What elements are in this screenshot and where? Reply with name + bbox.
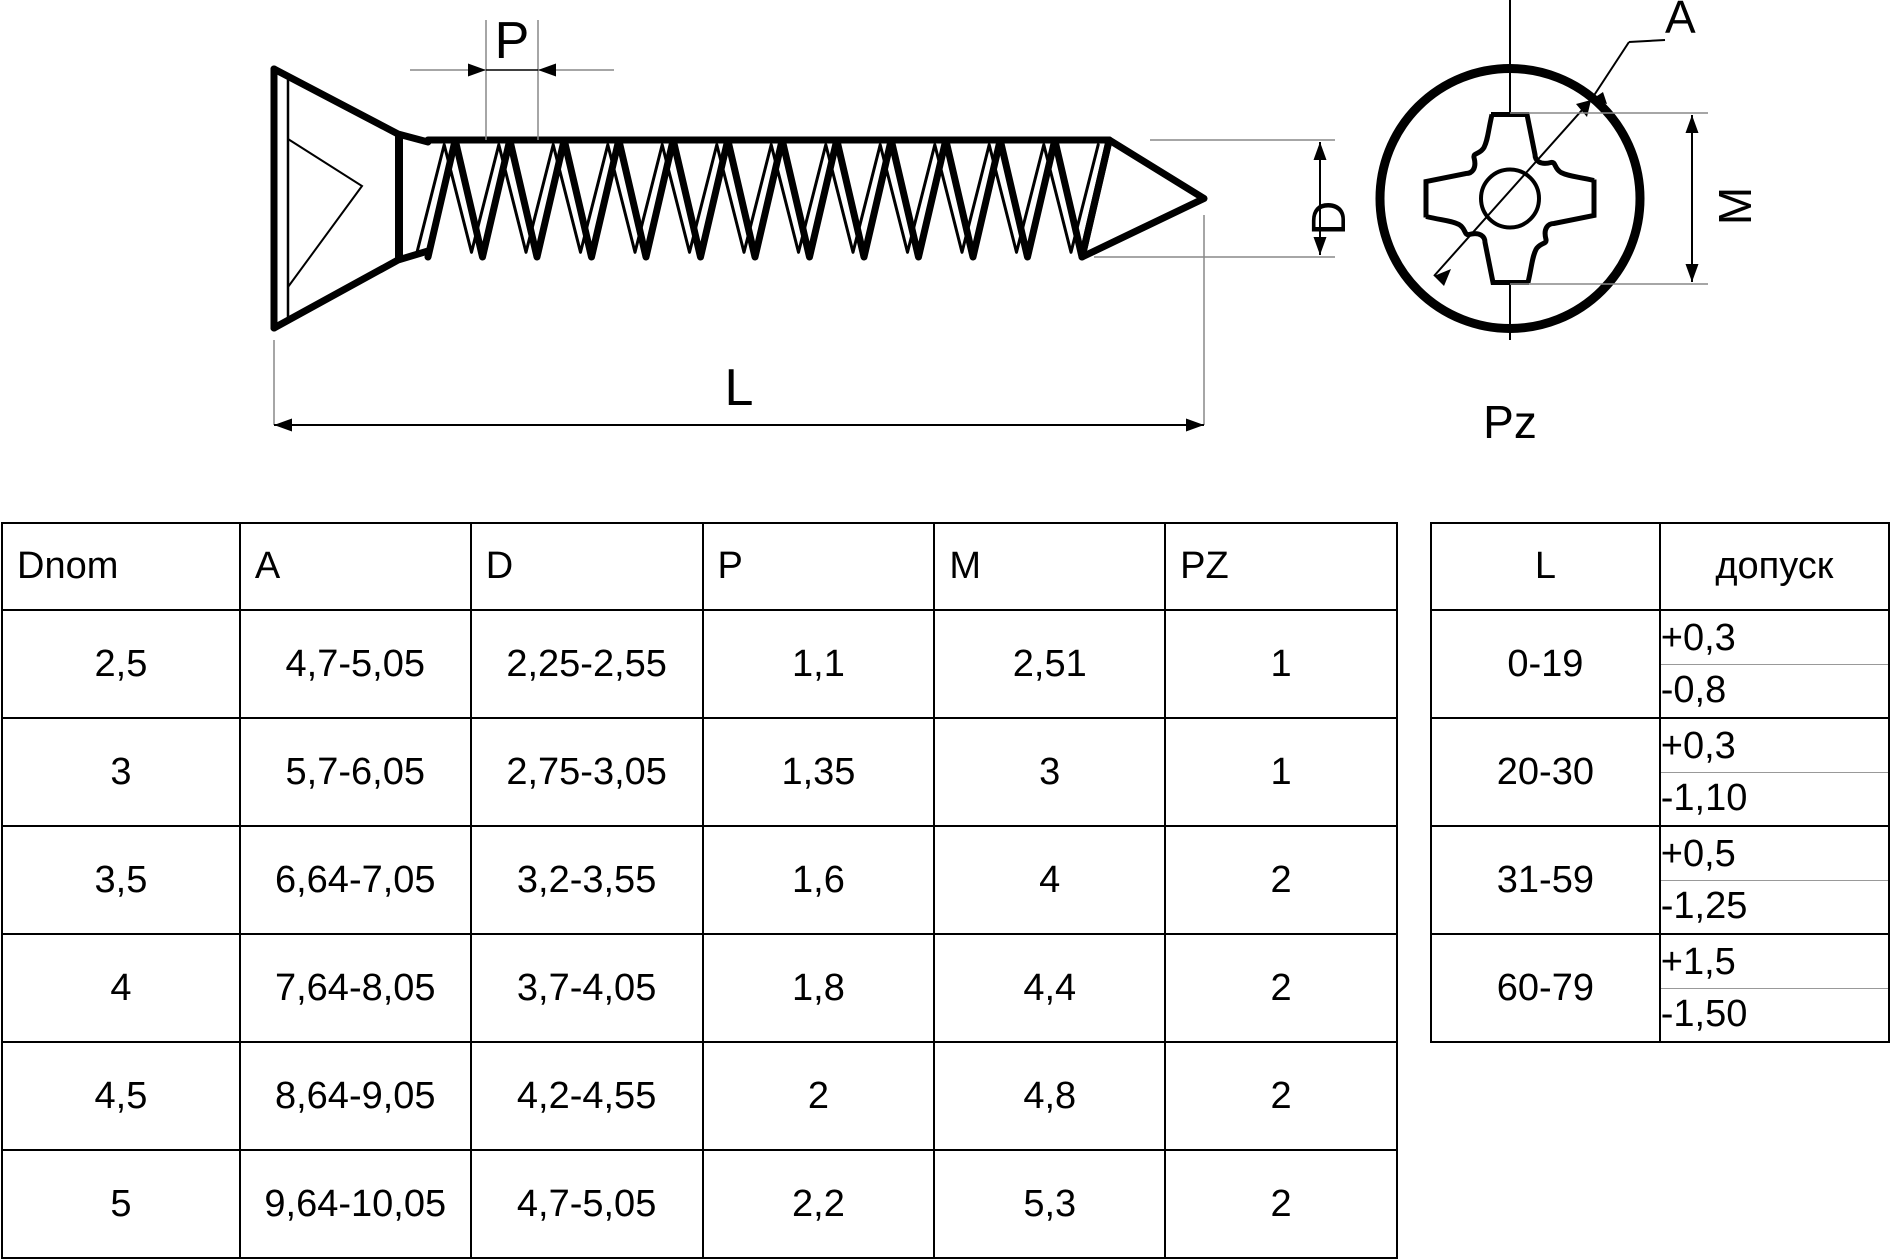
svg-text:Pz: Pz [1483, 396, 1537, 448]
svg-text:L: L [725, 359, 754, 417]
svg-text:A: A [1665, 0, 1696, 43]
svg-text:P: P [495, 12, 530, 70]
svg-text:M: M [1709, 187, 1761, 225]
svg-text:D: D [1303, 201, 1356, 236]
